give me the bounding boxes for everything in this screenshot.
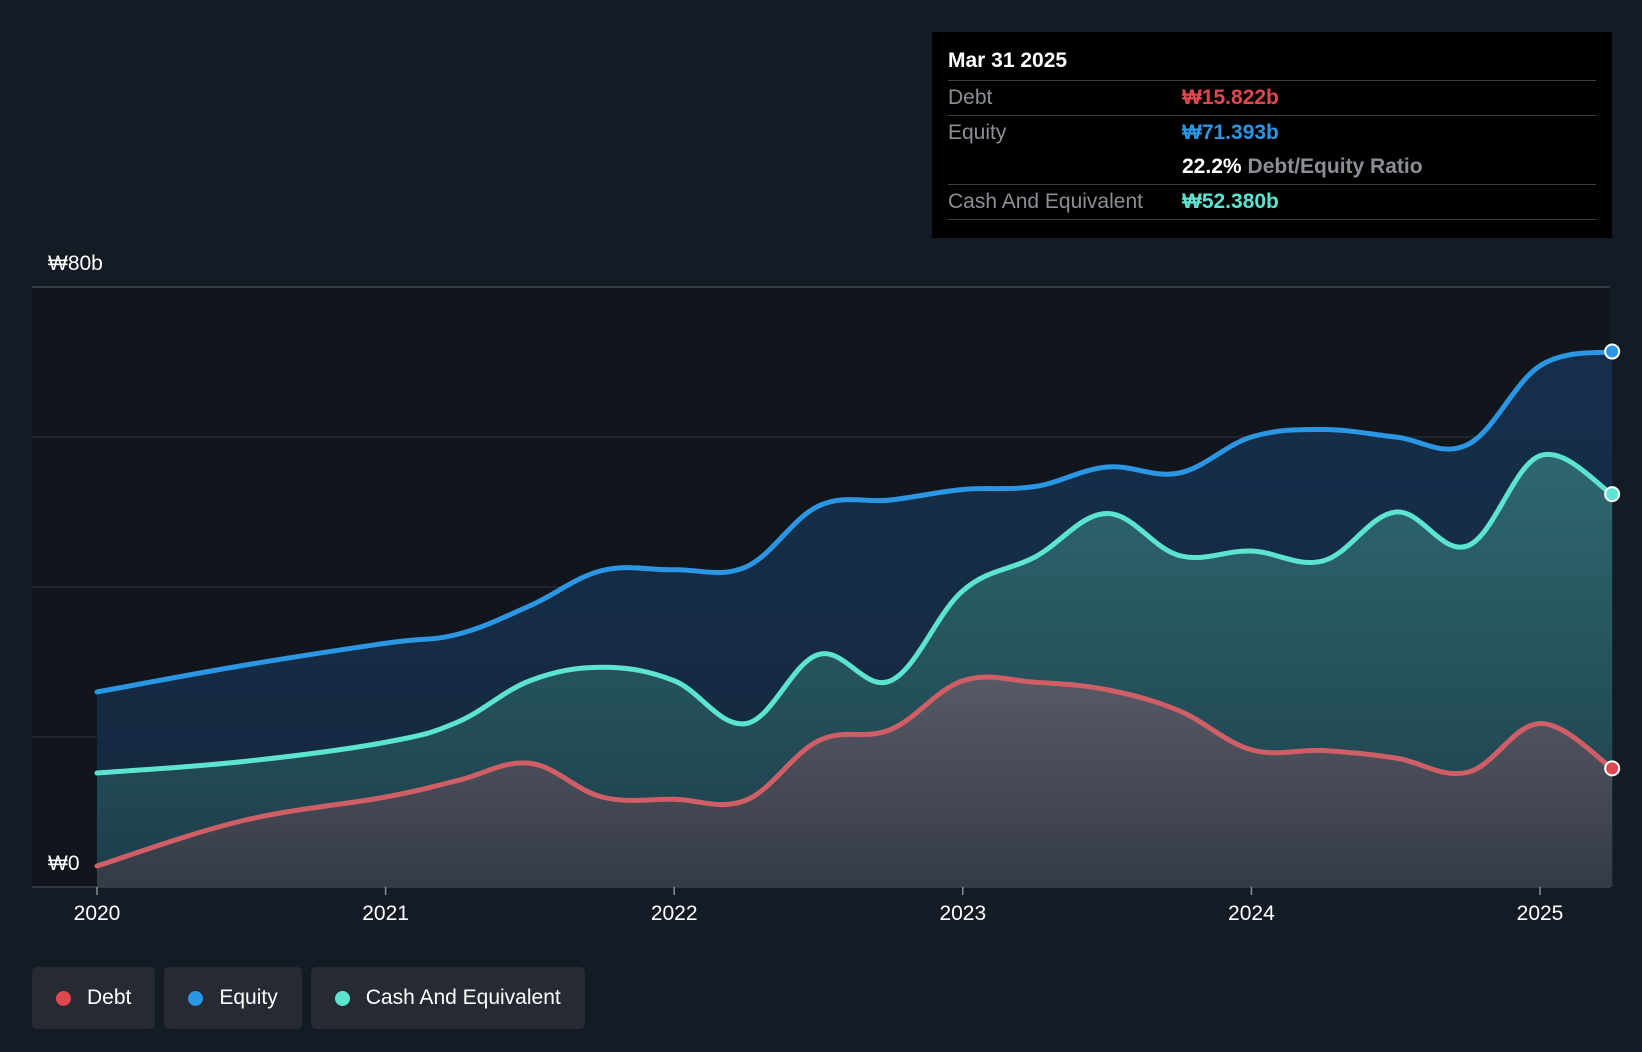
legend-item-equity[interactable]: Equity bbox=[164, 967, 302, 1029]
tooltip-debt-value: ₩15.822b bbox=[1182, 86, 1279, 109]
y-axis-top-label: ₩80b bbox=[48, 252, 103, 275]
legend-equity-dot bbox=[188, 990, 204, 1006]
tooltip-cash-row: Cash And Equivalent ₩52.380b bbox=[948, 185, 1596, 220]
tooltip-date: Mar 31 2025 bbox=[948, 46, 1596, 81]
tooltip-cash-value: ₩52.380b bbox=[1182, 190, 1279, 213]
x-tick-label: 2022 bbox=[651, 902, 698, 925]
legend-cash-label: Cash And Equivalent bbox=[365, 986, 561, 1009]
tooltip-equity-row: Equity ₩71.393b bbox=[948, 116, 1596, 150]
legend-equity-label: Equity bbox=[219, 986, 278, 1009]
legend-item-cash[interactable]: Cash And Equivalent bbox=[310, 967, 585, 1029]
debt-line bbox=[94, 674, 1615, 869]
debt-area bbox=[97, 676, 1613, 887]
x-tick-label: 2025 bbox=[1517, 902, 1564, 925]
tooltip-ratio-row: 22.2% Debt/Equity Ratio bbox=[948, 150, 1596, 185]
x-tick-label: 2023 bbox=[939, 902, 986, 925]
x-axis-ticks: 2020 2021 2022 2023 2024 2025 bbox=[74, 887, 1564, 925]
tooltip-equity-value: ₩71.393b bbox=[1182, 121, 1279, 144]
series-lines bbox=[94, 349, 1615, 869]
debt-end-marker[interactable] bbox=[1604, 760, 1621, 777]
cash-end-marker[interactable] bbox=[1604, 486, 1621, 503]
legend-debt-dot bbox=[56, 990, 71, 1006]
tooltip-equity-label: Equity bbox=[948, 121, 1007, 144]
legend-item-debt[interactable]: Debt bbox=[32, 967, 156, 1029]
tooltip-cash-label: Cash And Equivalent bbox=[948, 190, 1143, 213]
tooltip-debt-label: Debt bbox=[948, 86, 993, 109]
x-tick-label: 2024 bbox=[1228, 902, 1275, 925]
tooltip-ratio-value: 22.2% bbox=[1182, 155, 1242, 178]
tooltip-debt-row: Debt ₩15.822b bbox=[948, 81, 1596, 116]
cash-line bbox=[94, 451, 1615, 776]
x-tick-label: 2021 bbox=[362, 902, 409, 925]
legend-cash-dot bbox=[334, 990, 350, 1006]
y-axis-bottom-label: ₩0 bbox=[48, 852, 80, 875]
equity-line bbox=[94, 349, 1615, 695]
data-tooltip: Mar 31 2025 Debt ₩15.822b Equity ₩71.393… bbox=[932, 32, 1612, 238]
legend-debt-label: Debt bbox=[87, 986, 132, 1009]
x-tick-label: 2020 bbox=[74, 902, 121, 925]
equity-end-marker[interactable] bbox=[1604, 343, 1621, 360]
chart-legend: Debt Equity Cash And Equivalent bbox=[32, 967, 585, 1029]
tooltip-ratio-label: Debt/Equity Ratio bbox=[1247, 155, 1423, 178]
end-markers bbox=[1604, 343, 1621, 777]
